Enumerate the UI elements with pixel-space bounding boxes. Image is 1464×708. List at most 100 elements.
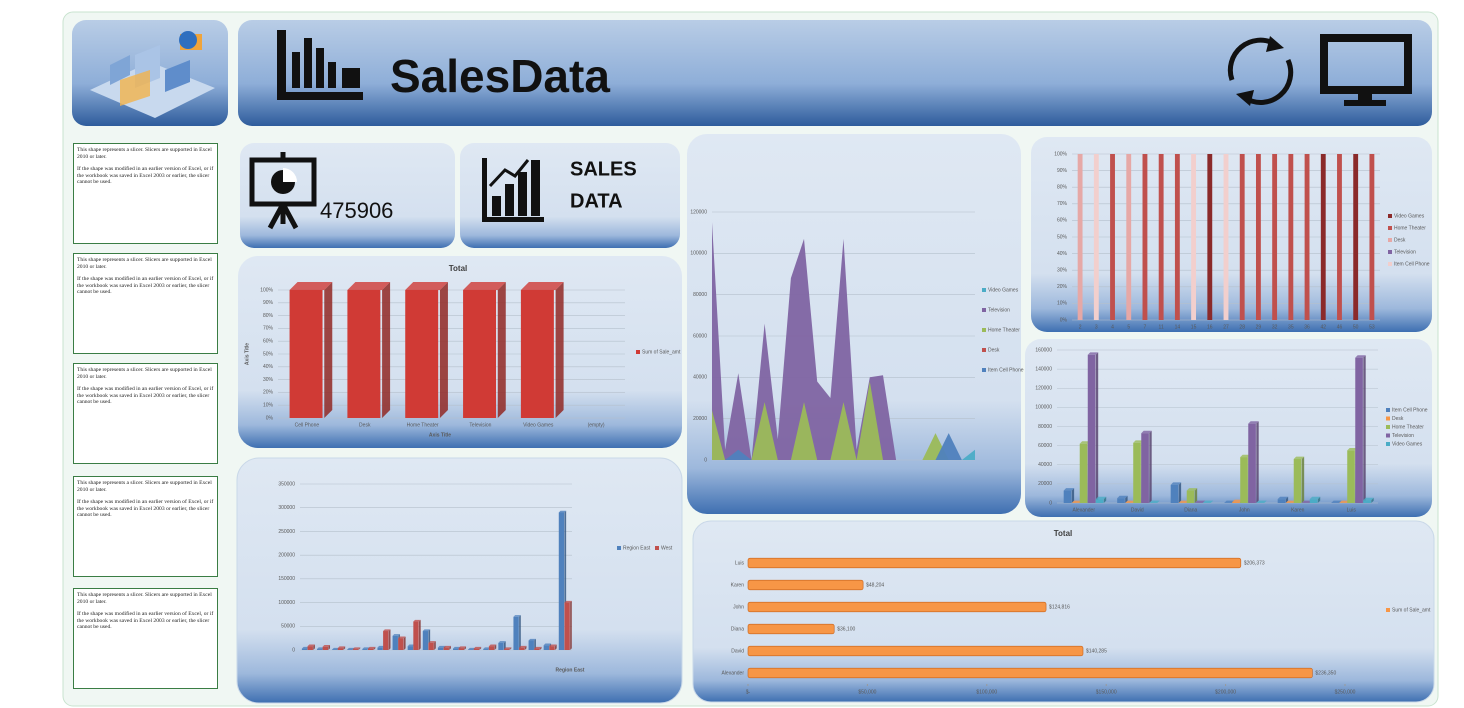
bar — [437, 647, 444, 650]
bar — [549, 646, 555, 650]
bar-top — [422, 629, 431, 632]
bar-top — [1071, 500, 1083, 503]
bar-top — [405, 282, 448, 290]
presentation-icon — [249, 152, 317, 230]
bar — [1133, 442, 1141, 503]
bar-top — [1095, 496, 1107, 500]
x-tick-label: Desk — [359, 422, 371, 428]
legend-label: Home Theater — [1394, 225, 1426, 231]
x-tick-label: 2 — [1079, 324, 1082, 330]
x-tick-label: 14 — [1175, 324, 1181, 330]
slicer-text: This shape represents a slicer. Slicers … — [77, 147, 212, 160]
chart: Video Games Home Theater Desk Television Ite… — [1054, 151, 1430, 330]
bar-side — [419, 619, 421, 650]
area — [712, 222, 975, 460]
bar — [1232, 502, 1240, 503]
bar-side — [1317, 496, 1321, 503]
y-tick-label: 250000 — [278, 529, 295, 535]
bar — [352, 649, 359, 650]
y-tick-label: 120000 — [690, 209, 707, 215]
y-tick-label: 100000 — [690, 251, 707, 257]
y-tick-label: 0 — [704, 457, 707, 463]
chart: Item Cell Phone Desk Home Theater Televisio… — [1035, 347, 1427, 513]
legend-swatch — [1386, 408, 1390, 412]
bar-top — [443, 645, 451, 648]
bar-top — [1347, 447, 1358, 451]
y-tick-label: 140000 — [1035, 366, 1052, 372]
bar — [747, 557, 1242, 569]
legend-swatch — [1386, 416, 1390, 421]
legend-swatch — [636, 350, 640, 354]
bar — [1355, 357, 1363, 503]
bar — [1248, 423, 1256, 503]
chart: Total Axis Title Axis Title Sum of Sale_amt… — [244, 264, 681, 438]
y-tick-label: 10% — [263, 403, 274, 409]
y-tick-label: 100000 — [1035, 405, 1052, 411]
bar — [398, 638, 404, 650]
bar-3d — [289, 282, 333, 418]
y-tick-label: 40000 — [1038, 462, 1052, 468]
chart-icon — [277, 30, 363, 100]
legend-swatch — [1386, 442, 1390, 446]
bar-3d — [337, 646, 346, 650]
bar — [747, 623, 835, 635]
bar-top — [534, 646, 542, 649]
x-tick-label: 15 — [1191, 324, 1197, 330]
legend-swatch — [982, 368, 986, 372]
bar-3d — [322, 644, 331, 650]
y-tick-label: 90% — [1057, 168, 1068, 174]
bar — [1170, 484, 1179, 503]
y-tick-label: 160000 — [1035, 347, 1052, 353]
bar-top — [1339, 500, 1350, 503]
y-tick-label: 100% — [1054, 151, 1067, 157]
legend-swatch — [982, 308, 986, 312]
x-tick-label: 5 — [1127, 324, 1130, 330]
bar-segment — [1337, 154, 1342, 320]
x-axis-title: Region East — [556, 667, 585, 673]
bar-top — [362, 647, 370, 650]
bar — [422, 631, 429, 650]
bar-top — [347, 647, 355, 650]
bar-3d — [1141, 430, 1152, 503]
slicer-text: If the shape was modified in an earlier … — [77, 166, 214, 186]
bar-side — [373, 646, 376, 650]
bar — [1277, 499, 1286, 503]
bar-side — [479, 646, 482, 650]
chart: Region East Region East West 0 50000 100000 15… — [278, 481, 673, 673]
bar — [747, 579, 864, 591]
chart: Total Sum of Sale_amt $- $50,000 $100,000 $15… — [721, 529, 1430, 695]
bar — [520, 290, 554, 418]
bar — [347, 290, 381, 418]
slicer: This shape represents a slicer. Slicers … — [73, 476, 218, 577]
y-tick-label: 100000 — [278, 600, 295, 606]
bar-top — [1186, 488, 1198, 491]
legend-label: Television — [1394, 249, 1416, 255]
x-axis-title: Axis Title — [429, 432, 451, 438]
bar-segment — [1255, 154, 1261, 320]
slicer-text: If the shape was modified in an earlier … — [77, 611, 214, 631]
kpi-value: 475906 — [320, 198, 393, 223]
bar-top — [392, 634, 400, 636]
bar-top — [520, 282, 564, 290]
bar-segment — [1126, 154, 1132, 320]
legend-label: Television — [988, 307, 1010, 313]
bar — [1141, 433, 1149, 503]
bar-side — [434, 641, 436, 650]
bar-3d — [1277, 496, 1289, 503]
bar-segment — [1223, 154, 1229, 320]
y-tick-label: Diana — [731, 626, 744, 632]
bar-top — [1079, 441, 1091, 444]
chart-panel — [1031, 137, 1432, 332]
bar-side — [555, 282, 564, 418]
bar — [362, 649, 368, 650]
bar-top — [1125, 500, 1136, 503]
slicer: This shape represents a slicer. Slicers … — [73, 143, 218, 244]
y-tick-label: 120000 — [1035, 386, 1052, 392]
bar-top — [564, 600, 572, 603]
y-tick-label: 50% — [263, 351, 274, 357]
bar-3d — [1125, 500, 1136, 503]
x-tick-label: 7 — [1144, 324, 1147, 330]
y-tick-label: 60000 — [1038, 443, 1052, 449]
bar-top — [504, 647, 512, 650]
bar-segment — [1320, 154, 1326, 320]
